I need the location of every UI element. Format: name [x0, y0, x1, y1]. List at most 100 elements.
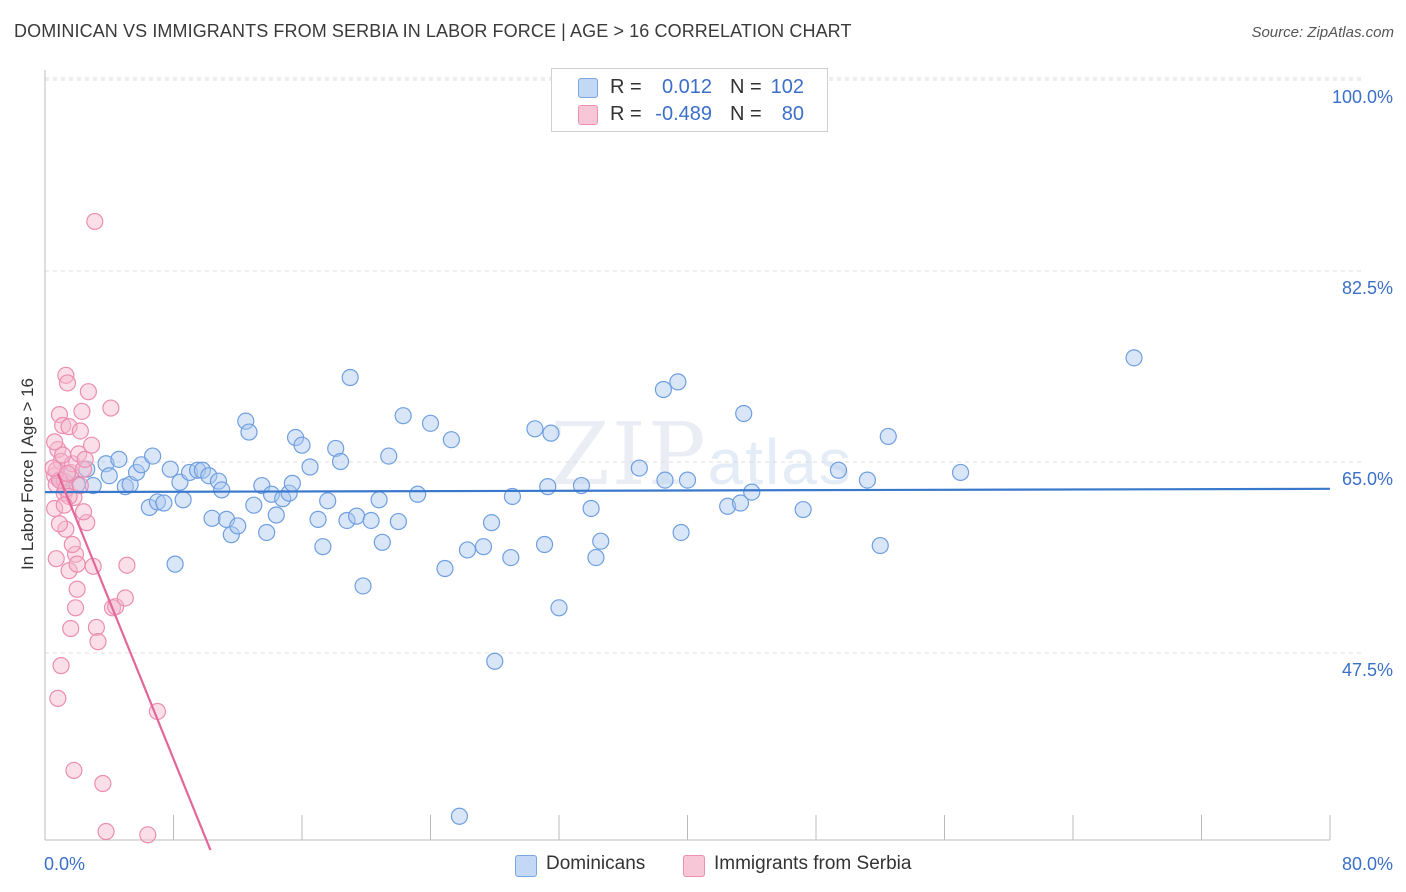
- dominican-point: [656, 471, 674, 489]
- n-value: 102: [770, 76, 804, 98]
- dominican-point: [735, 404, 753, 423]
- dominican-point: [539, 478, 557, 496]
- dominican-point: [550, 599, 568, 617]
- dominican-point: [213, 481, 231, 499]
- dominican-point: [200, 467, 218, 485]
- dominican-point: [100, 467, 118, 485]
- dominican-point: [237, 412, 255, 430]
- serbia-trend-line: [56, 473, 212, 851]
- dominican-point: [951, 463, 970, 482]
- watermark: ZIPatlas: [550, 405, 853, 505]
- serbia-point: [63, 535, 81, 554]
- n-label: N =: [730, 103, 762, 125]
- dominican-point: [354, 577, 372, 595]
- serbia-point: [74, 503, 93, 521]
- dominican-point: [258, 523, 276, 542]
- dominican-point: [362, 511, 380, 530]
- dominican-point: [389, 512, 407, 531]
- serbia-point: [54, 416, 72, 435]
- source-label: Source: ZipAtlas.com: [1251, 24, 1394, 41]
- serbia-point: [82, 436, 101, 454]
- dominican-point: [331, 452, 350, 471]
- x-tick-label-max: 80.0%: [1342, 854, 1393, 874]
- watermark-zip: ZIP: [550, 405, 708, 505]
- dominican-point: [348, 507, 366, 525]
- serbia-point: [102, 399, 120, 417]
- dominican-point: [442, 431, 460, 449]
- dominican-point: [373, 533, 391, 551]
- serbia-point: [97, 822, 115, 841]
- n-label: N =: [730, 76, 762, 98]
- chart-title: DOMINICAN VS IMMIGRANTS FROM SERBIA IN L…: [14, 21, 852, 41]
- dominican-point: [132, 456, 150, 474]
- dominican-point: [148, 493, 167, 511]
- dominican-point: [262, 485, 281, 503]
- dominican-point: [394, 407, 412, 425]
- dominican-point: [794, 500, 812, 519]
- dominican-point: [314, 538, 332, 556]
- serbia-point: [68, 580, 86, 598]
- serbia-point: [73, 402, 91, 420]
- dominican-point: [630, 459, 648, 477]
- dominican-point: [309, 510, 327, 528]
- serbia-point: [50, 515, 69, 533]
- serbia-point: [52, 657, 70, 675]
- chart-legend: Dominicans Immigrants from Serbia: [0, 852, 1406, 878]
- dominican-point: [203, 509, 221, 527]
- y-axis-label: In Labor Force | Age > 16: [18, 377, 37, 570]
- dominican-point: [572, 476, 591, 495]
- serbia-point: [71, 476, 89, 495]
- dominican-point: [327, 439, 345, 458]
- dominican-point: [293, 436, 311, 454]
- serbia-point: [68, 555, 86, 573]
- dominican-point: [592, 532, 610, 550]
- y-tick-label: 82.5%: [1342, 278, 1393, 298]
- r-value: 0.012: [661, 76, 712, 98]
- dominican-point: [672, 523, 690, 542]
- serbia-point: [60, 418, 78, 436]
- y-tick-label: 65.0%: [1342, 469, 1393, 489]
- dominican-point: [338, 511, 356, 530]
- serbia-point: [62, 619, 80, 638]
- serbia-point: [54, 446, 72, 464]
- dominican-point: [1125, 349, 1143, 367]
- dominican-point: [829, 461, 848, 479]
- dominican-point: [245, 496, 263, 514]
- dominican-trend-line: [44, 487, 1331, 494]
- dominican-point: [240, 423, 258, 441]
- dominican-point: [380, 447, 398, 465]
- serbia-point: [66, 599, 85, 617]
- dominican-point: [587, 548, 605, 567]
- dominican-point: [678, 471, 697, 489]
- dominican-point: [421, 414, 440, 432]
- dominican-point: [144, 447, 162, 465]
- legend-label: Immigrants from Serbia: [714, 853, 912, 874]
- dominican-point: [370, 491, 388, 509]
- serbia-point: [46, 433, 64, 451]
- dominican-point: [283, 474, 301, 492]
- dominican-point: [654, 380, 673, 399]
- dominican-point: [542, 424, 560, 442]
- dominican-point: [458, 541, 477, 559]
- dominican-point: [161, 460, 179, 478]
- dominican-point: [280, 484, 298, 502]
- dominican-point: [341, 368, 359, 387]
- dominican-point: [166, 555, 184, 573]
- correlation-stats-box: R = 0.012 N = 102 R = -0.489 N = 80: [551, 68, 828, 132]
- r-value: -0.489: [655, 103, 712, 125]
- blue-swatch-icon: [578, 78, 598, 98]
- dominican-point: [188, 461, 207, 479]
- watermark-atlas: atlas: [707, 426, 853, 498]
- dominican-point: [474, 538, 493, 556]
- serbia-point: [86, 212, 104, 231]
- dominican-point: [669, 373, 687, 391]
- pink-swatch-icon: [578, 105, 598, 125]
- dominican-point: [486, 652, 504, 670]
- serbia-point: [71, 422, 89, 440]
- dominican-point: [222, 526, 240, 544]
- serbia-point: [139, 826, 157, 844]
- dominican-point: [174, 491, 192, 509]
- dominican-point: [719, 497, 737, 515]
- dominican-point: [743, 483, 761, 501]
